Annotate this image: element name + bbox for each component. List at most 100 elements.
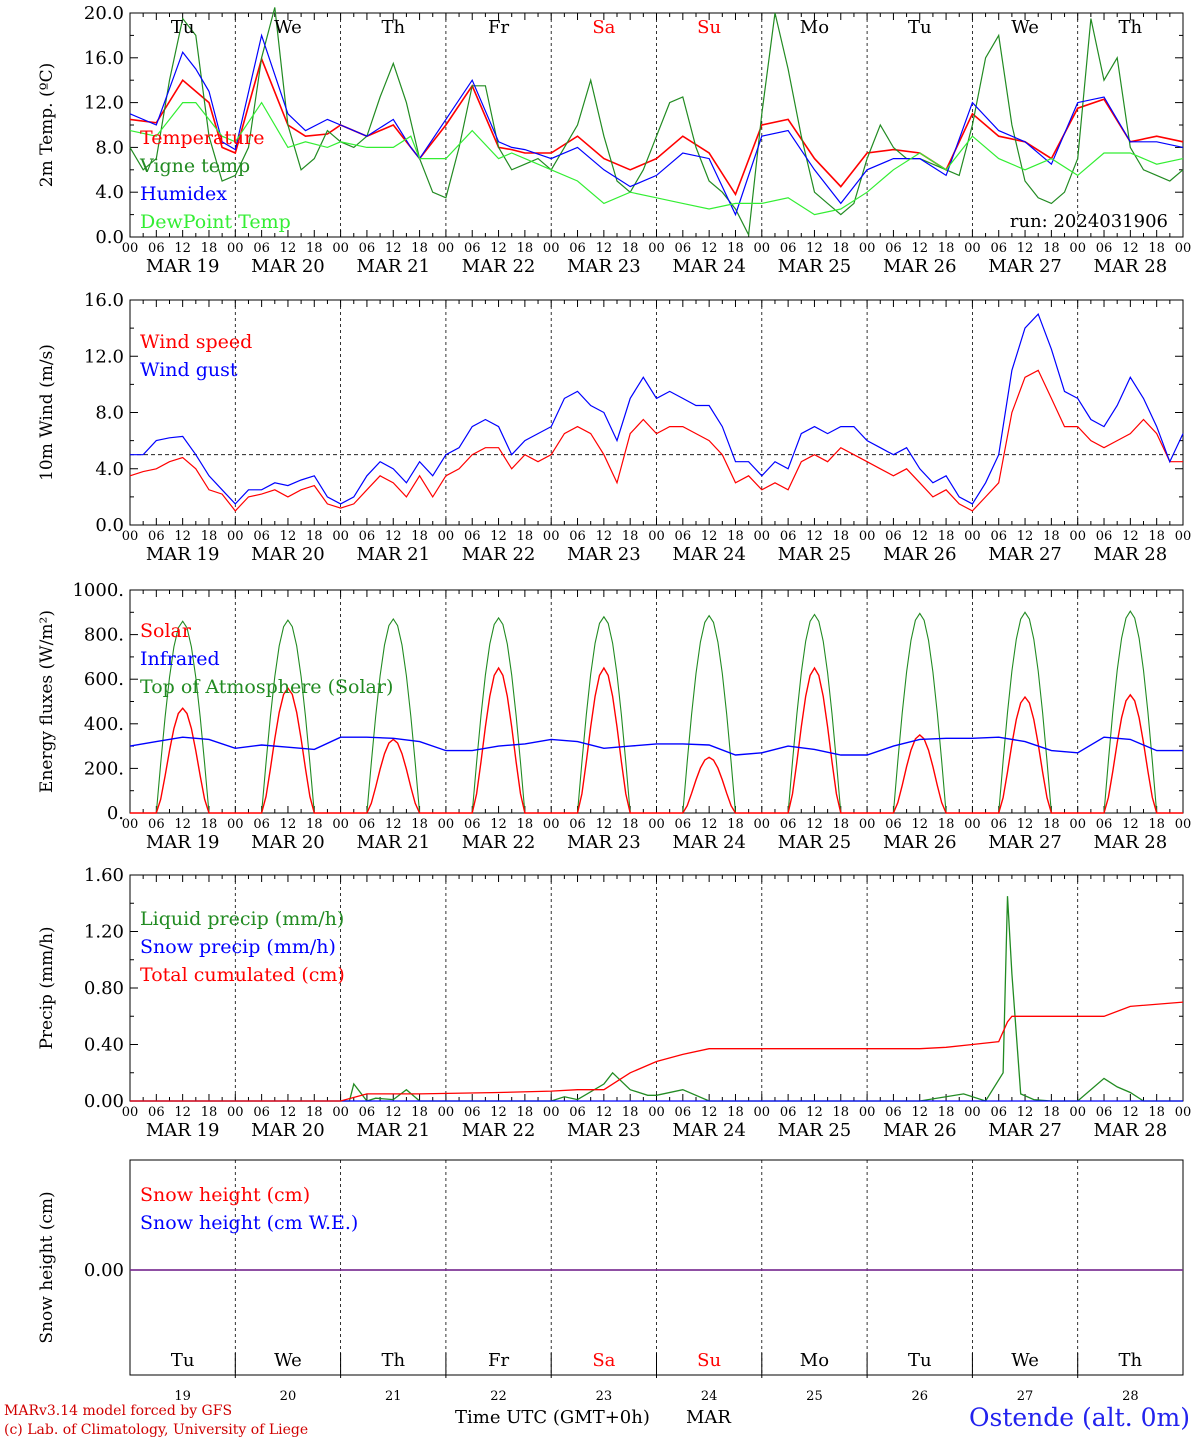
hour-tick-label: 00 <box>227 1105 244 1120</box>
hour-tick-label: 00 <box>227 817 244 832</box>
weekday-label: Sa <box>592 17 615 38</box>
date-label: MAR 27 <box>988 256 1062 277</box>
hour-tick-label: 00 <box>1069 1105 1086 1120</box>
hour-tick-label: 12 <box>1017 241 1034 256</box>
date-label: MAR 28 <box>1094 1120 1168 1141</box>
hour-tick-label: 18 <box>622 817 639 832</box>
hour-tick-label: 06 <box>253 1105 270 1120</box>
hour-tick-label: 18 <box>938 241 955 256</box>
hour-tick-label: 12 <box>596 241 613 256</box>
date-label: MAR 27 <box>988 832 1062 853</box>
hour-tick-label: 00 <box>332 241 349 256</box>
hour-tick-label: 06 <box>464 529 481 544</box>
hour-tick-label: 18 <box>727 817 744 832</box>
hour-tick-label: 06 <box>569 817 586 832</box>
weekday-label: Fr <box>488 1350 509 1371</box>
date-label: MAR 22 <box>462 256 536 277</box>
hour-tick-label: 06 <box>780 241 797 256</box>
hour-tick-label: 18 <box>517 1105 534 1120</box>
hour-tick-label: 00 <box>543 529 560 544</box>
hour-tick-label: 06 <box>359 529 376 544</box>
hour-tick-label: 18 <box>1148 817 1165 832</box>
hour-tick-label: 18 <box>411 817 428 832</box>
hour-tick-label: 06 <box>148 817 165 832</box>
date-label: MAR 25 <box>778 1120 852 1141</box>
hour-tick-label: 12 <box>806 241 823 256</box>
weekday-label: Fr <box>488 17 509 38</box>
hour-tick-label: 06 <box>464 241 481 256</box>
hour-tick-label: 00 <box>859 817 876 832</box>
hour-tick-label: 18 <box>1148 1105 1165 1120</box>
day-number-label: 28 <box>1122 1389 1139 1404</box>
date-label: MAR 21 <box>356 832 430 853</box>
hour-tick-label: 06 <box>1096 817 1113 832</box>
weekday-label: Tu <box>908 17 932 38</box>
hour-tick-label: 06 <box>464 1105 481 1120</box>
hour-tick-label: 18 <box>201 529 218 544</box>
hour-tick-label: 12 <box>385 241 402 256</box>
run-label: run: 2024031906 <box>1010 211 1168 232</box>
hour-tick-label: 18 <box>517 529 534 544</box>
hour-tick-label: 18 <box>622 1105 639 1120</box>
date-label: MAR 21 <box>356 1120 430 1141</box>
hour-tick-label: 18 <box>517 817 534 832</box>
hour-tick-label: 06 <box>885 1105 902 1120</box>
date-label: MAR 21 <box>356 544 430 565</box>
date-label: MAR 19 <box>146 256 220 277</box>
y-tick-label: 1.60 <box>84 865 124 886</box>
legend-entry: Temperature <box>140 127 264 149</box>
hour-tick-label: 06 <box>148 241 165 256</box>
hour-tick-label: 06 <box>990 1105 1007 1120</box>
date-label: MAR 23 <box>567 832 641 853</box>
hour-tick-label: 06 <box>359 241 376 256</box>
hour-tick-label: 06 <box>1096 1105 1113 1120</box>
hour-tick-label: 06 <box>675 529 692 544</box>
legend-entry: Vigne temp <box>139 155 250 177</box>
legend-entry: Wind speed <box>140 331 252 353</box>
hour-tick-label: 00 <box>964 817 981 832</box>
weekday-label: Tu <box>171 17 195 38</box>
hour-tick-label: 00 <box>1175 817 1192 832</box>
hour-tick-label: 00 <box>438 241 455 256</box>
date-label: MAR 25 <box>778 832 852 853</box>
hour-tick-label: 00 <box>964 1105 981 1120</box>
legend-entry: Infrared <box>140 648 220 670</box>
hour-tick-label: 18 <box>201 1105 218 1120</box>
hour-tick-label: 00 <box>1069 241 1086 256</box>
weekday-label: Mo <box>800 17 829 38</box>
hour-tick-label: 12 <box>701 1105 718 1120</box>
y-tick-label: 0.0 <box>95 227 124 248</box>
hour-tick-label: 06 <box>464 817 481 832</box>
hour-tick-label: 18 <box>1043 1105 1060 1120</box>
series-line-humidex <box>129 33 1184 217</box>
hour-tick-label: 00 <box>754 817 771 832</box>
hour-tick-label: 06 <box>359 817 376 832</box>
hour-tick-label: 12 <box>280 817 297 832</box>
hour-tick-label: 18 <box>1043 241 1060 256</box>
hour-tick-label: 12 <box>701 241 718 256</box>
legend-entry: DewPoint Temp <box>140 211 291 233</box>
y-axis-label: 10m Wind (m/s) <box>37 344 57 481</box>
hour-tick-label: 18 <box>517 241 534 256</box>
hour-tick-label: 06 <box>885 241 902 256</box>
hour-tick-label: 18 <box>833 1105 850 1120</box>
hour-tick-label: 06 <box>1096 241 1113 256</box>
hour-tick-label: 06 <box>675 817 692 832</box>
day-number-label: 25 <box>806 1389 823 1404</box>
weekday-label: Mo <box>800 1350 829 1371</box>
hour-tick-label: 18 <box>727 1105 744 1120</box>
hour-tick-label: 00 <box>648 529 665 544</box>
legend-entry: Humidex <box>140 183 227 205</box>
date-label: MAR 28 <box>1094 832 1168 853</box>
hour-tick-label: 12 <box>596 1105 613 1120</box>
hour-tick-label: 18 <box>938 817 955 832</box>
hour-tick-label: 12 <box>1122 817 1139 832</box>
y-tick-label: 1.20 <box>84 922 124 943</box>
series-line-wind-gust <box>130 312 1184 505</box>
weekday-label: We <box>1011 1350 1039 1371</box>
hour-tick-label: 12 <box>596 817 613 832</box>
hour-tick-label: 06 <box>148 1105 165 1120</box>
hour-tick-label: 00 <box>438 817 455 832</box>
weekday-label: Su <box>697 17 721 38</box>
hour-tick-label: 06 <box>990 241 1007 256</box>
